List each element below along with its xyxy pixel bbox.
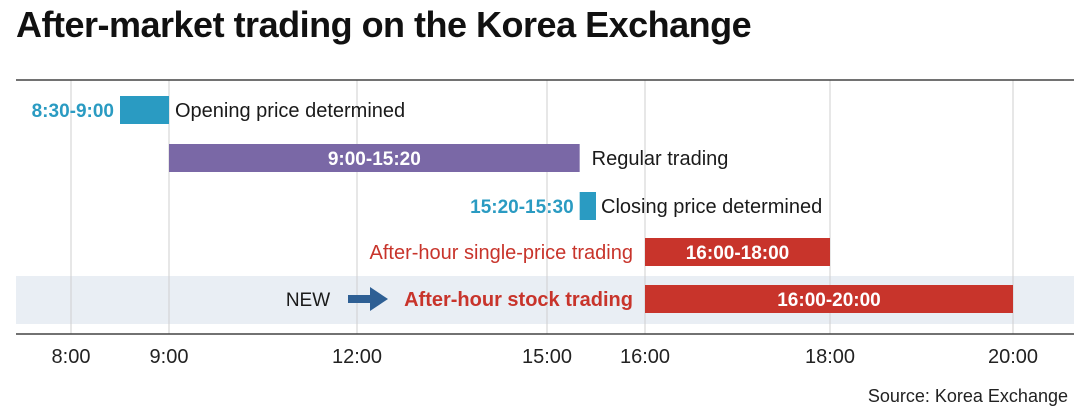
arrow-right-icon	[348, 287, 388, 311]
timeline-bar	[645, 238, 830, 266]
x-tick-label: 15:00	[522, 346, 572, 368]
session-name: Regular trading	[592, 148, 729, 170]
x-tick-label: 8:00	[52, 346, 91, 368]
x-tick-label: 12:00	[332, 346, 382, 368]
session-name: After-hour stock trading	[404, 289, 633, 311]
x-tick-label: 18:00	[805, 346, 855, 368]
x-tick-label: 16:00	[620, 346, 670, 368]
new-label: NEW	[286, 290, 330, 311]
time-label: 16:00-18:00	[686, 243, 790, 264]
source-note: Source: Korea Exchange	[867, 386, 1068, 406]
time-label: 15:20-15:30	[470, 197, 574, 218]
session-name: Opening price determined	[175, 100, 405, 122]
session-name: After-hour single-price trading	[370, 242, 633, 264]
session-name: Closing price determined	[601, 196, 822, 218]
time-label: 9:00-15:20	[328, 149, 421, 170]
x-tick-label: 20:00	[988, 346, 1038, 368]
timeline-bar	[579, 192, 596, 220]
time-label: 16:00-20:00	[777, 290, 881, 311]
x-tick-label: 9:00	[150, 346, 189, 368]
timeline-bar	[169, 144, 580, 172]
timeline-bar	[120, 96, 169, 124]
chart-title: After-market trading on the Korea Exchan…	[16, 4, 752, 45]
timeline-bar	[645, 285, 1013, 313]
time-label: 8:30-9:00	[32, 101, 114, 122]
